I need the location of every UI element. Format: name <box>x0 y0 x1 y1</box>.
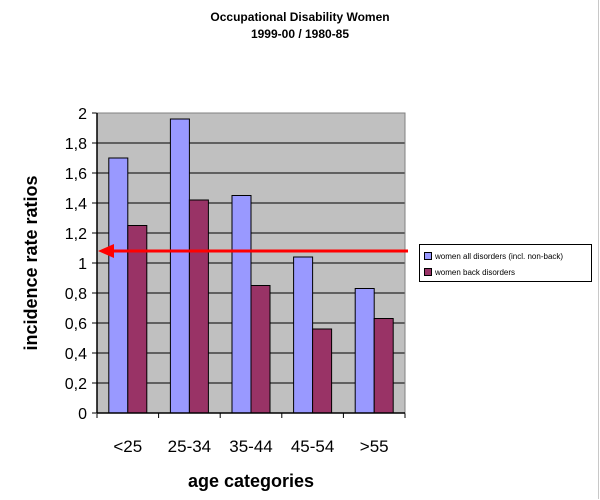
legend-label-all-disorders: women all disorders (incl. non-back) <box>435 251 564 261</box>
legend-swatch-back-disorders <box>424 268 432 276</box>
reference-line-arrowhead <box>98 244 114 258</box>
y-tick-label: 0,2 <box>65 376 87 393</box>
y-tick-label: 1,4 <box>65 196 87 213</box>
y-tick-label: 2 <box>78 106 87 123</box>
legend: women all disorders (incl. non-back) wom… <box>419 244 592 282</box>
x-tick-label: 35-44 <box>229 437 272 456</box>
y-tick-label: 0 <box>78 406 87 423</box>
y-tick-labels: 0 0,2 0,4 0,6 0,8 1 1,2 1,4 1,6 1,8 2 <box>65 106 87 423</box>
bar-all-disorders-4 <box>354 288 375 414</box>
bar-all-disorders-1 <box>169 118 190 414</box>
legend-item-back-disorders: women back disorders <box>424 265 515 279</box>
bar-back-disorders-0 <box>127 225 148 414</box>
bar-back-disorders-1 <box>188 199 209 414</box>
y-tick-label: 1,2 <box>65 226 87 243</box>
chart-subtitle: 1999-00 / 1980-85 <box>250 27 350 41</box>
y-tick-label: 0,6 <box>65 316 87 333</box>
y-tick-label: 1,8 <box>65 136 87 153</box>
x-tick-label: <25 <box>113 437 142 456</box>
axes <box>92 112 406 418</box>
legend-label-back-disorders: women back disorders <box>435 267 516 277</box>
bar-all-disorders-0 <box>108 157 129 414</box>
y-tick-label: 1,6 <box>65 166 87 183</box>
bar-all-disorders-3 <box>293 256 314 414</box>
legend-item-all-disorders: women all disorders (incl. non-back) <box>424 249 563 263</box>
x-axis-label: age categories <box>188 471 314 491</box>
bar-back-disorders-4 <box>373 318 394 414</box>
x-tick-labels: <25 25-34 35-44 45-54 >55 <box>113 437 388 456</box>
y-tick-label: 0,4 <box>65 346 87 363</box>
bar-all-disorders-2 <box>231 195 252 414</box>
bars <box>108 118 394 414</box>
x-tick-label: >55 <box>360 437 389 456</box>
bar-back-disorders-3 <box>312 328 333 414</box>
x-tick-label: 45-54 <box>291 437 334 456</box>
reference-line <box>98 244 408 258</box>
y-axis-label: incidence rate ratios <box>21 175 41 350</box>
bar-back-disorders-2 <box>250 285 271 414</box>
y-tick-label: 0,8 <box>65 286 87 303</box>
y-tick-label: 1 <box>78 256 87 273</box>
x-tick-label: 25-34 <box>168 437 211 456</box>
legend-swatch-all-disorders <box>424 252 432 260</box>
chart-title: Occupational Disability Women <box>210 10 390 24</box>
